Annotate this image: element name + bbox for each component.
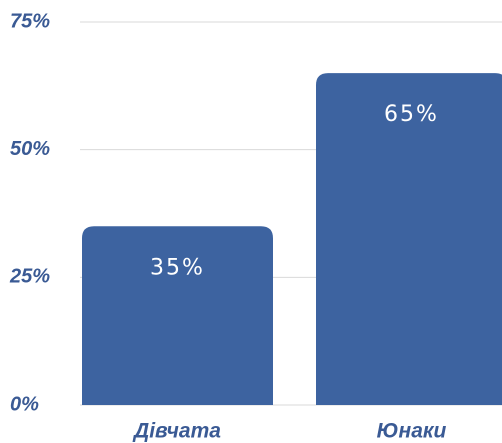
bar [82, 226, 273, 405]
y-tick-label: 75% [10, 10, 50, 32]
bar [316, 73, 502, 405]
value-label: 35% [150, 255, 205, 280]
y-tick-label: 0% [10, 393, 39, 415]
x-tick-label: Дівчата [132, 420, 221, 443]
y-tick-label: 50% [10, 138, 50, 160]
x-tick-label: Юнаки [377, 420, 447, 443]
y-tick-label: 25% [9, 266, 50, 288]
value-label: 65% [384, 102, 439, 127]
